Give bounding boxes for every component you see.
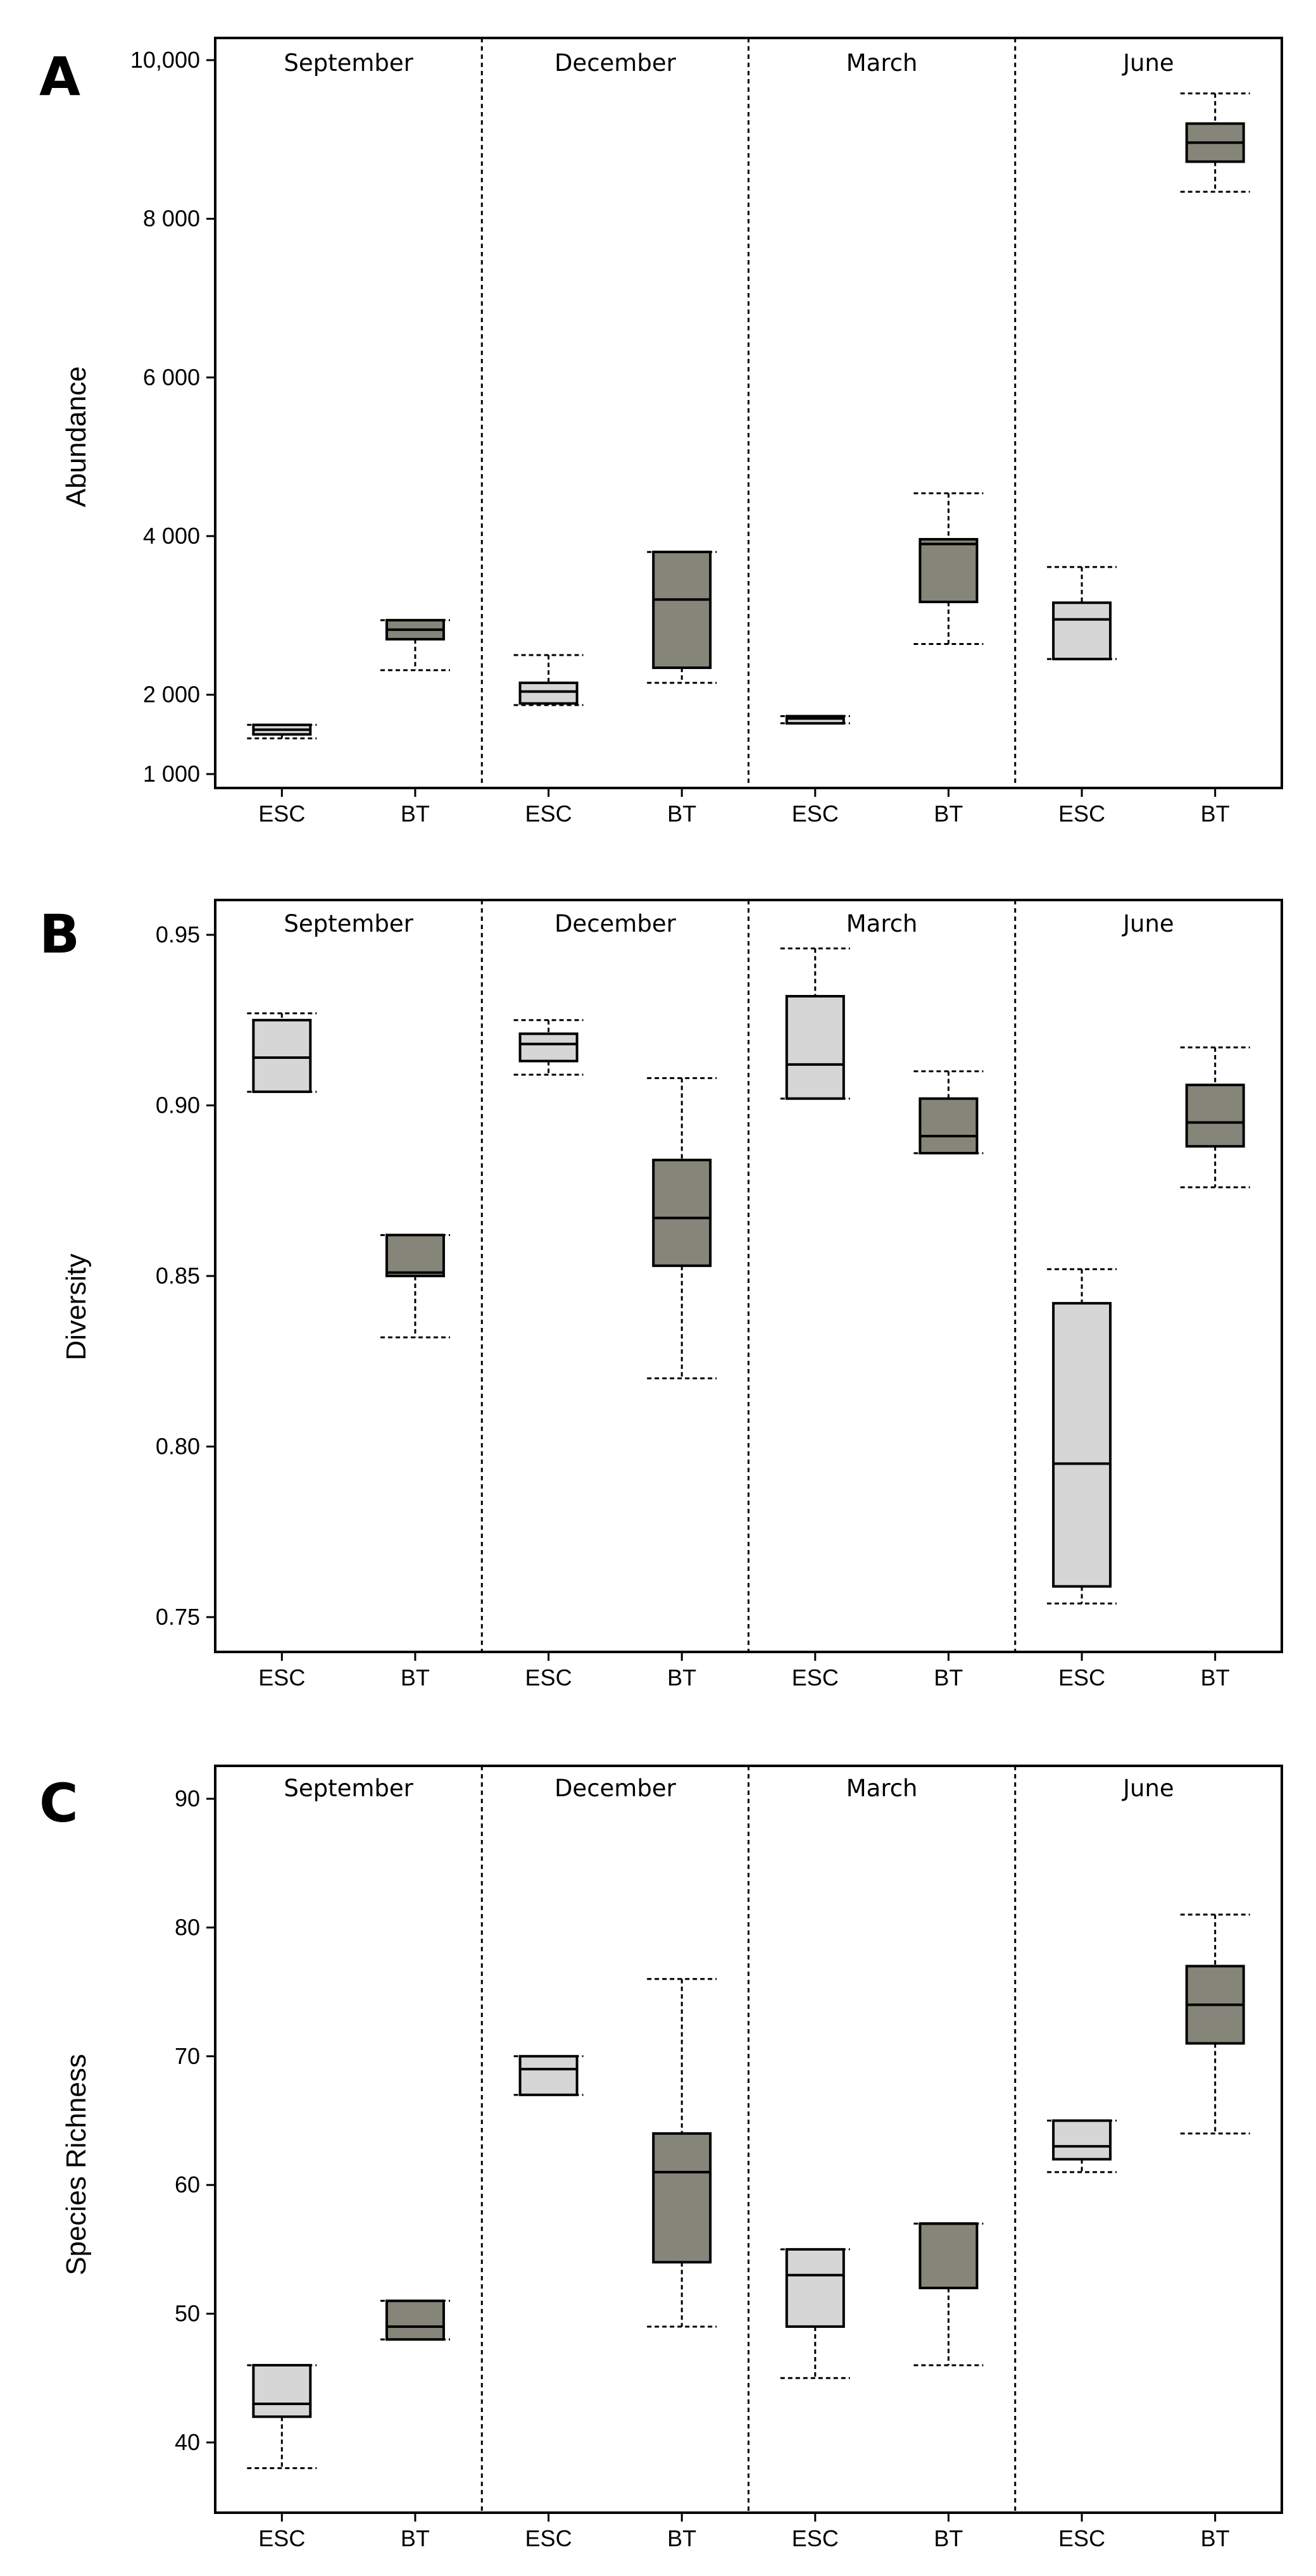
- box-bt: [652, 551, 712, 670]
- x-tick-label: BT: [1201, 1665, 1230, 1691]
- season-label: September: [284, 1775, 413, 1802]
- y-axis-label: Diversity: [61, 1254, 92, 1361]
- x-tick-label: BT: [667, 801, 696, 827]
- y-tick-label: 0.80: [156, 1434, 200, 1460]
- box-bt: [385, 1234, 445, 1277]
- x-tick-label: ESC: [525, 1665, 572, 1691]
- box-bt: [1185, 1084, 1245, 1148]
- y-tick-label: 1 000: [143, 761, 200, 787]
- box-bt: [918, 1097, 979, 1154]
- box-esc: [252, 1018, 312, 1093]
- x-tick-label: ESC: [1058, 1665, 1105, 1691]
- x-tick-label: ESC: [1058, 801, 1105, 827]
- plot-frame: [214, 899, 1283, 1653]
- box-bt: [652, 1158, 712, 1267]
- x-tick-label: BT: [1201, 801, 1230, 827]
- y-tick-label: 0.95: [156, 922, 200, 947]
- y-tick-label: 8 000: [143, 206, 200, 232]
- y-tick-label: 10,000: [130, 47, 200, 73]
- season-label: June: [1122, 910, 1174, 937]
- y-tick-label: 6 000: [143, 364, 200, 390]
- x-tick-label: ESC: [792, 2525, 839, 2551]
- box-bt: [652, 2132, 712, 2264]
- y-tick-label: 0.90: [156, 1092, 200, 1118]
- box-esc: [1052, 601, 1112, 661]
- y-tick-label: 80: [175, 1914, 200, 1940]
- x-tick-label: ESC: [258, 2525, 305, 2551]
- y-tick-label: 60: [175, 2172, 200, 2198]
- panel-letter: B: [39, 903, 80, 965]
- x-tick-label: ESC: [258, 801, 305, 827]
- y-tick-label: 70: [175, 2043, 200, 2069]
- panel-c: C Species Richness 40 50 60 70 80 90 September ES…: [39, 1765, 1283, 2551]
- x-tick-label: BT: [934, 1665, 963, 1691]
- box-esc: [1052, 1302, 1112, 1588]
- season-label: September: [284, 910, 413, 937]
- y-tick-label: 2 000: [143, 682, 200, 708]
- panel-letter: A: [39, 46, 80, 108]
- x-tick-label: ESC: [792, 1665, 839, 1691]
- season-label: December: [555, 1775, 677, 1802]
- x-tick-label: BT: [401, 1665, 430, 1691]
- y-tick-label: 0.75: [156, 1604, 200, 1630]
- season-label: September: [284, 49, 413, 77]
- box-esc: [785, 2248, 845, 2328]
- panel-letter: C: [39, 1772, 78, 1834]
- box-esc: [518, 681, 579, 705]
- season-label: December: [555, 49, 677, 77]
- season-label: June: [1122, 1775, 1174, 1802]
- x-tick-label: ESC: [258, 1665, 305, 1691]
- x-tick-label: BT: [934, 801, 963, 827]
- box-bt: [918, 538, 979, 604]
- y-tick-label: 50: [175, 2301, 200, 2327]
- x-tick-label: BT: [401, 801, 430, 827]
- x-tick-label: ESC: [525, 801, 572, 827]
- box-esc: [518, 1032, 579, 1063]
- box-esc: [252, 2363, 312, 2418]
- y-axis-label: Species Richness: [61, 2054, 92, 2275]
- panel-a: A Abundance 1 000 2 000 4 000 6 000 8 000 10,00…: [39, 37, 1283, 827]
- y-tick-label: 4 000: [143, 523, 200, 549]
- y-tick-label: 40: [175, 2429, 200, 2455]
- x-tick-label: ESC: [525, 2525, 572, 2551]
- x-tick-label: BT: [667, 2525, 696, 2551]
- x-tick-label: ESC: [792, 801, 839, 827]
- box-bt: [385, 2299, 445, 2341]
- x-tick-label: BT: [401, 2525, 430, 2551]
- x-tick-label: BT: [667, 1665, 696, 1691]
- y-tick-label: 0.85: [156, 1263, 200, 1289]
- x-tick-label: ESC: [1058, 2525, 1105, 2551]
- box-esc: [1052, 2119, 1112, 2161]
- panel-b: B Diversity 0.75 0.80 0.85 0.90 0.95 September E…: [39, 899, 1283, 1691]
- box-esc: [518, 2054, 579, 2096]
- box-esc: [785, 995, 845, 1100]
- season-label: March: [846, 1775, 918, 1802]
- y-tick-label: 90: [175, 1785, 200, 1811]
- y-axis-label: Abundance: [61, 366, 92, 508]
- season-label: December: [555, 910, 677, 937]
- box-bt: [918, 2222, 979, 2289]
- x-tick-label: BT: [1201, 2525, 1230, 2551]
- season-label: June: [1122, 49, 1174, 77]
- x-tick-label: BT: [934, 2525, 963, 2551]
- season-label: March: [846, 49, 918, 77]
- season-label: March: [846, 910, 918, 937]
